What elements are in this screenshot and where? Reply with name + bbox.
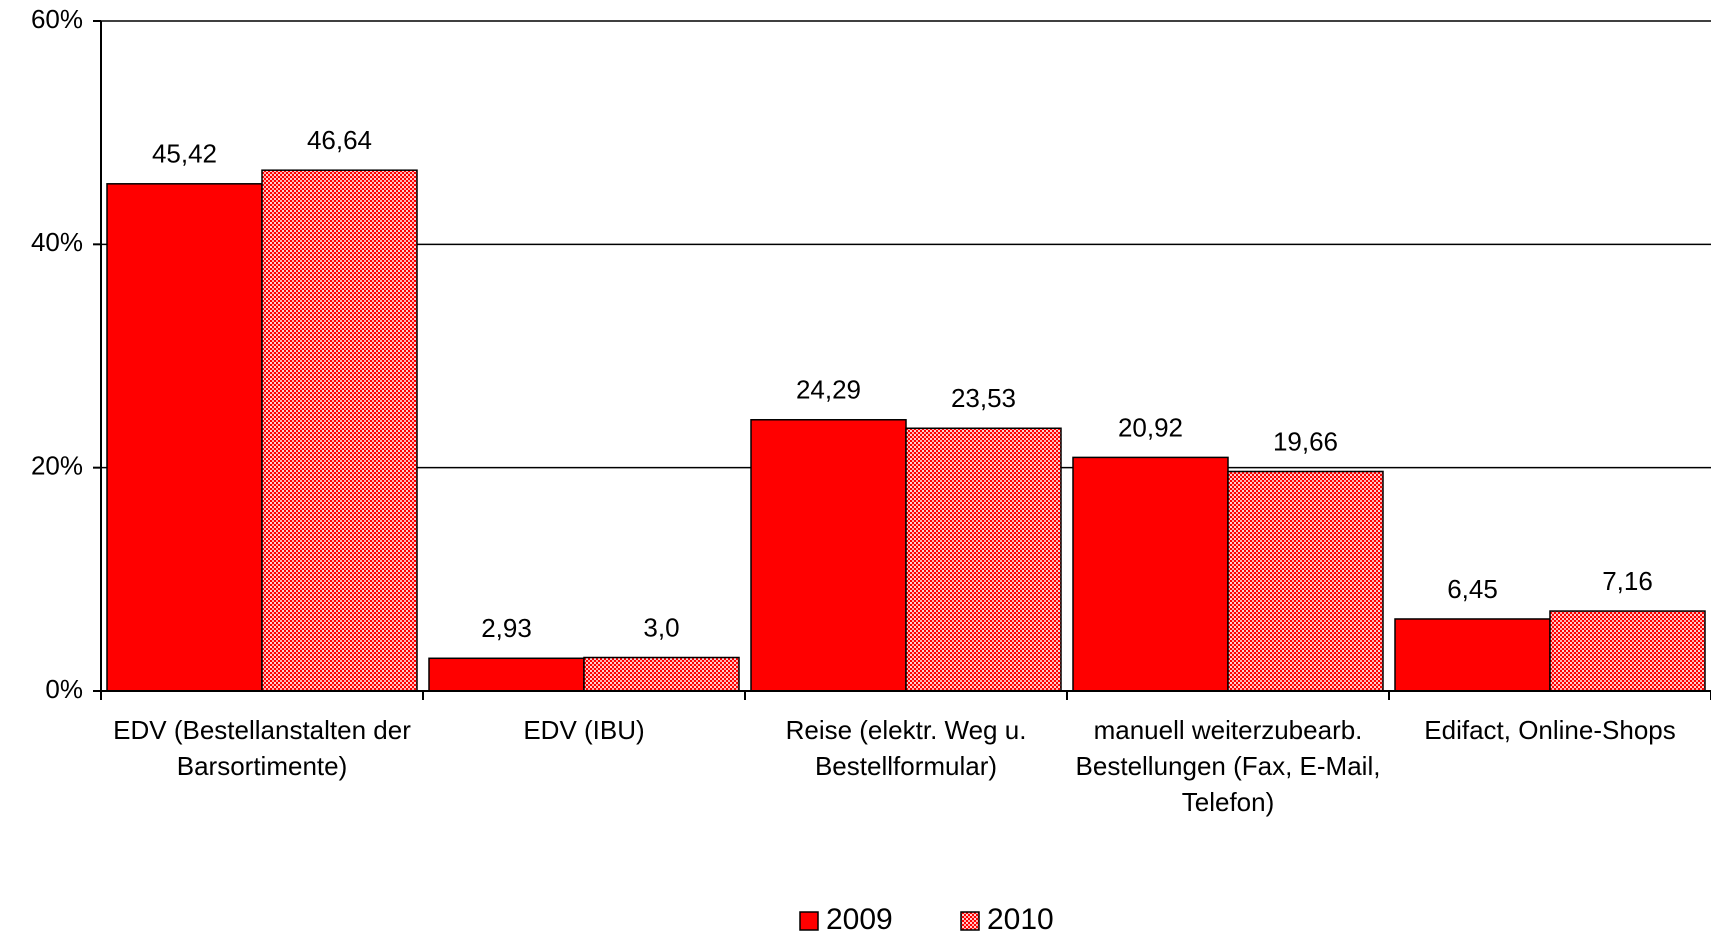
bar [1549, 610, 1706, 692]
data-label: 46,64 [307, 125, 372, 155]
x-tick-label: manuell weiterzubearb. Bestellungen (Fax… [1075, 715, 1381, 817]
data-label: 6,45 [1447, 574, 1498, 604]
data-label: 19,66 [1273, 426, 1338, 456]
y-tick-label: 0% [45, 674, 83, 704]
bar [750, 419, 907, 692]
x-tick-label: EDV (IBU) [523, 715, 645, 745]
data-label: 24,29 [796, 375, 861, 405]
bar [106, 183, 263, 692]
bar [428, 657, 585, 692]
data-label: 2,93 [481, 613, 532, 643]
x-tick-label: Edifact, Online-Shops [1424, 715, 1676, 745]
data-label: 20,92 [1118, 412, 1183, 442]
data-label: 23,53 [951, 383, 1016, 413]
bar [583, 656, 740, 692]
bar [1072, 456, 1229, 692]
data-label: 3,0 [643, 612, 679, 642]
x-tick-label: EDV (Bestellanstalten der Barsortimente) [113, 715, 411, 781]
legend-swatch [799, 911, 819, 931]
bar [1394, 618, 1551, 692]
x-tick-label: Reise (elektr. Weg u. Bestellformular) [785, 715, 1027, 781]
data-label: 7,16 [1602, 566, 1653, 596]
legend-label: 2009 [826, 903, 893, 936]
bar [1227, 470, 1384, 692]
y-tick-label: 20% [31, 451, 83, 481]
y-tick-label: 40% [31, 227, 83, 257]
y-tick-label: 60% [31, 4, 83, 34]
legend-swatch [960, 911, 980, 931]
data-label: 45,42 [152, 139, 217, 169]
bar [905, 427, 1062, 692]
bar [261, 169, 418, 692]
legend-label: 2010 [987, 903, 1054, 936]
